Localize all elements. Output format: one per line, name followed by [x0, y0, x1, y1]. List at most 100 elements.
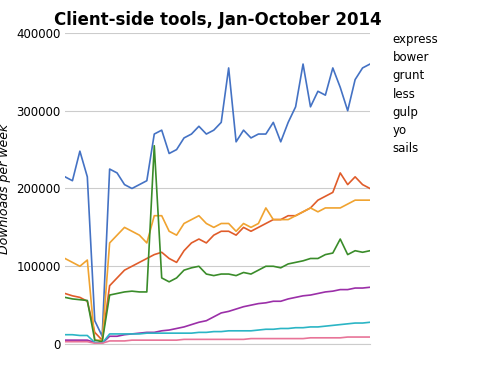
- express: [344, 108, 350, 113]
- gulp: [344, 287, 350, 292]
- bower: [144, 256, 150, 261]
- less: [315, 256, 321, 261]
- express: [337, 85, 343, 90]
- yo: [226, 329, 232, 333]
- grunt: [152, 213, 158, 218]
- grunt: [84, 258, 90, 262]
- bower: [322, 194, 328, 198]
- gulp: [196, 320, 202, 325]
- grunt: [322, 206, 328, 210]
- less: [129, 289, 135, 294]
- gulp: [106, 334, 112, 339]
- gulp: [330, 289, 336, 294]
- bower: [136, 260, 142, 265]
- less: [136, 290, 142, 294]
- sails: [211, 337, 217, 341]
- bower: [367, 186, 373, 191]
- Y-axis label: Downloads per week: Downloads per week: [0, 123, 11, 254]
- bower: [330, 190, 336, 195]
- sails: [70, 340, 75, 344]
- express: [300, 62, 306, 66]
- sails: [62, 340, 68, 344]
- sails: [240, 337, 246, 341]
- bower: [352, 175, 358, 179]
- express: [77, 149, 83, 153]
- yo: [106, 332, 112, 336]
- sails: [99, 341, 105, 346]
- sails: [158, 338, 164, 342]
- less: [188, 266, 194, 270]
- gulp: [204, 318, 210, 323]
- grunt: [70, 260, 75, 265]
- express: [106, 167, 112, 171]
- express: [226, 66, 232, 70]
- grunt: [204, 221, 210, 226]
- yo: [256, 328, 262, 332]
- sails: [129, 338, 135, 342]
- bower: [77, 295, 83, 299]
- sails: [292, 336, 298, 341]
- express: [152, 132, 158, 136]
- express: [84, 175, 90, 179]
- less: [360, 250, 366, 254]
- gulp: [337, 287, 343, 292]
- express: [204, 132, 210, 136]
- gulp: [263, 300, 269, 305]
- yo: [114, 332, 120, 336]
- grunt: [248, 225, 254, 229]
- gulp: [136, 331, 142, 335]
- grunt: [226, 221, 232, 226]
- grunt: [166, 229, 172, 234]
- express: [322, 93, 328, 97]
- bower: [270, 217, 276, 222]
- less: [330, 251, 336, 255]
- sails: [122, 339, 128, 343]
- sails: [204, 337, 210, 341]
- bower: [344, 182, 350, 187]
- gulp: [70, 338, 75, 342]
- bower: [300, 210, 306, 214]
- bower: [337, 171, 343, 175]
- gulp: [292, 295, 298, 299]
- less: [292, 260, 298, 265]
- grunt: [136, 233, 142, 238]
- less: [352, 249, 358, 253]
- less: [226, 272, 232, 276]
- grunt: [62, 256, 68, 261]
- yo: [188, 331, 194, 335]
- grunt: [278, 217, 283, 222]
- gulp: [248, 303, 254, 307]
- bower: [204, 241, 210, 245]
- bower: [308, 206, 314, 210]
- yo: [315, 325, 321, 329]
- gulp: [84, 338, 90, 342]
- grunt: [114, 233, 120, 238]
- express: [308, 105, 314, 109]
- express: [166, 151, 172, 156]
- sails: [174, 338, 180, 342]
- less: [181, 268, 187, 272]
- sails: [285, 336, 291, 341]
- bower: [92, 330, 98, 335]
- express: [360, 66, 366, 70]
- sails: [166, 338, 172, 342]
- less: [204, 272, 210, 276]
- grunt: [99, 338, 105, 342]
- bower: [70, 294, 75, 298]
- grunt: [337, 206, 343, 210]
- grunt: [158, 213, 164, 218]
- grunt: [218, 221, 224, 226]
- yo: [248, 329, 254, 333]
- less: [218, 272, 224, 276]
- bower: [114, 276, 120, 280]
- express: [129, 186, 135, 191]
- Line: express: express: [65, 64, 370, 336]
- sails: [300, 336, 306, 341]
- express: [248, 136, 254, 140]
- bower: [122, 268, 128, 272]
- grunt: [181, 221, 187, 226]
- bower: [278, 217, 283, 222]
- gulp: [285, 297, 291, 301]
- sails: [233, 337, 239, 341]
- bower: [240, 225, 246, 229]
